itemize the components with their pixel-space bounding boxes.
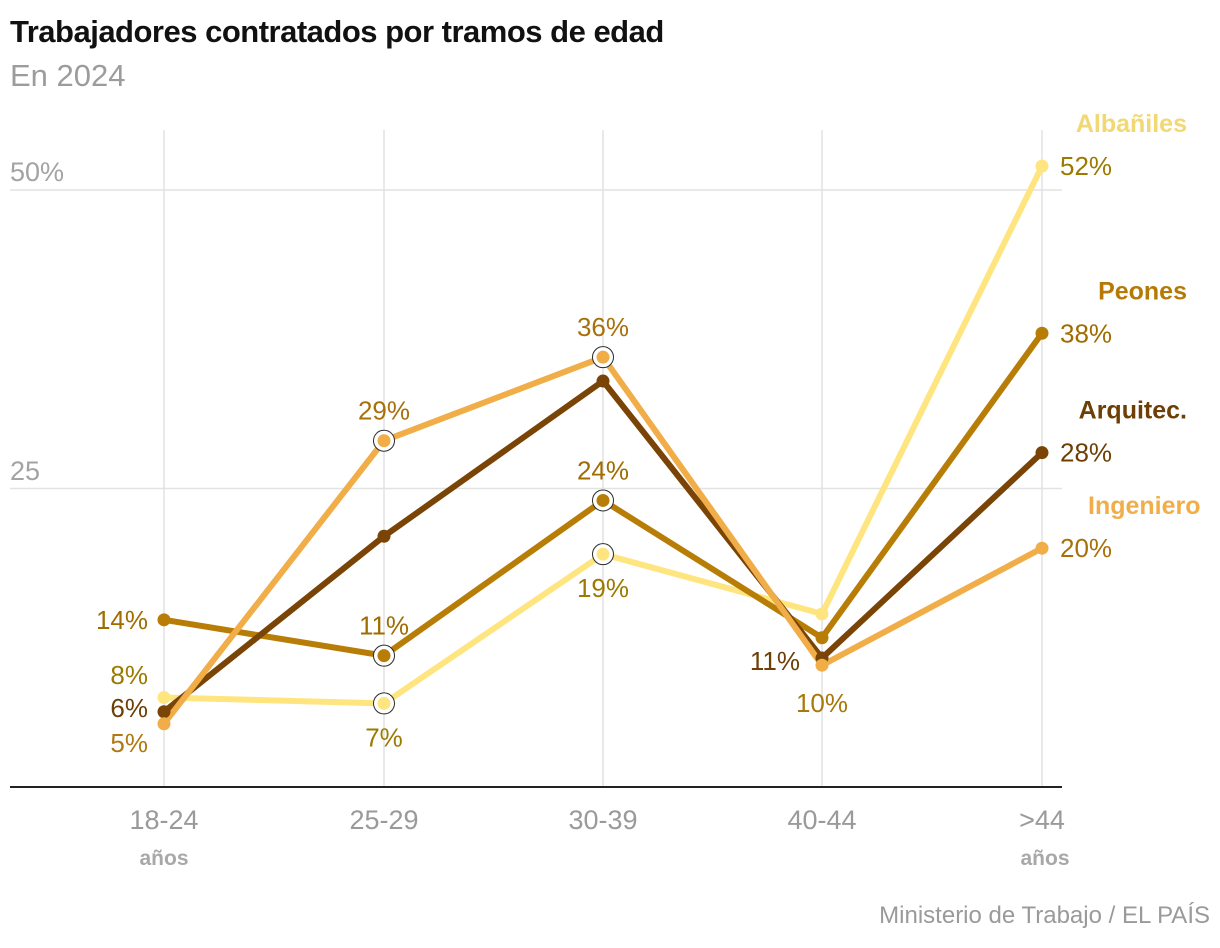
- point-peones-1: [377, 649, 391, 663]
- point-peones-4: [1035, 326, 1049, 340]
- series-name-ingeniero: Ingeniero: [1088, 492, 1201, 520]
- data-label-arquitectos-18-24: 6%: [110, 693, 148, 723]
- data-label-albaniles-4: 52%: [1060, 151, 1112, 181]
- point-arquitec-2: [596, 374, 610, 388]
- point-peones-2: [596, 493, 610, 507]
- grid-group: [10, 130, 1062, 788]
- data-label-albaniles-18-24: 8%: [110, 660, 148, 690]
- series-name-peones: Peones: [1098, 277, 1187, 305]
- y-tick-label-25: 25: [10, 456, 40, 486]
- point-albaniles-2: [596, 547, 610, 561]
- point-albaniles-0: [157, 690, 171, 704]
- point-albaniles-3: [815, 607, 829, 621]
- x-tick-label-30-39: 30-39: [568, 805, 637, 835]
- point-albaniles-1: [377, 696, 391, 710]
- point-peones-3: [815, 631, 829, 645]
- data-label-ingeniero-4: 20%: [1060, 533, 1112, 563]
- point-peones-0: [157, 613, 171, 627]
- point-ingeniero-4: [1035, 541, 1049, 555]
- data-label-albaniles-1: 7%: [365, 722, 403, 752]
- point-ingeniero-3: [815, 658, 829, 672]
- x-tick-label-18-24: 18-24: [129, 805, 198, 835]
- point-arquitec-1: [377, 529, 391, 543]
- x-tick-suffix-last: años: [1020, 847, 1069, 870]
- series-name-arquitec: Arquitec.: [1079, 397, 1187, 425]
- data-label-arquitec-4: 28%: [1060, 438, 1112, 468]
- data-label-ingeniero-1: 29%: [358, 396, 410, 426]
- y-tick-label-50: 50%: [10, 157, 64, 187]
- point-arquitec-4: [1035, 446, 1049, 460]
- data-label-ingeniero-2: 36%: [577, 312, 629, 342]
- x-tick-label-40-44: 40-44: [787, 805, 856, 835]
- data-label-ingenieros-18-24: 5%: [110, 728, 148, 758]
- point-ingeniero-2: [596, 350, 610, 364]
- x-tick-suffix-first: años: [139, 847, 188, 870]
- series-name-albaniles: Albañiles: [1076, 110, 1187, 138]
- source-credit: Ministerio de Trabajo / EL PAÍS: [879, 902, 1210, 929]
- x-tick-label-25-29: 25-29: [349, 805, 418, 835]
- data-label-ingenieros-40-44: 10%: [796, 688, 848, 718]
- data-label-peones-2: 24%: [577, 455, 629, 485]
- x-tick-label-over-44: >44: [1019, 805, 1065, 835]
- chart-subtitle: En 2024: [10, 58, 126, 93]
- point-arquitec-0: [157, 705, 171, 719]
- data-label-peones-1: 11%: [359, 611, 409, 641]
- data-label-albaniles-2: 19%: [577, 573, 629, 603]
- chart-title: Trabajadores contratados por tramos de e…: [10, 14, 664, 49]
- point-ingeniero-0: [157, 717, 171, 731]
- point-albaniles-4: [1035, 159, 1049, 173]
- point-ingeniero-1: [377, 434, 391, 448]
- data-label-peones-4: 38%: [1060, 318, 1112, 348]
- data-label-peones-0: 14%: [96, 605, 148, 635]
- data-label-arquitectos-40-44: 11%: [750, 646, 800, 676]
